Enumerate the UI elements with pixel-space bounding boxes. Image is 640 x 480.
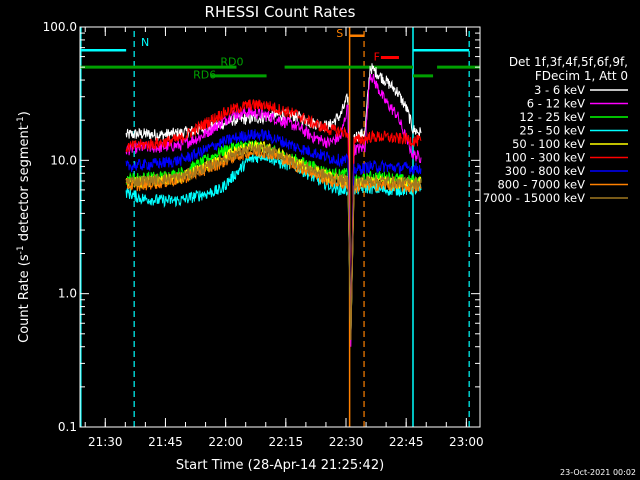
legend-label: 25 - 50 keV	[519, 124, 585, 138]
series-line-0	[125, 63, 422, 340]
annotation-rd6: RD6	[193, 69, 216, 82]
x-tick-label: 22:45	[389, 435, 424, 449]
x-tick-label: 21:45	[148, 435, 183, 449]
annotation-f: F	[374, 51, 380, 64]
y-tick-label: 0.1	[58, 420, 77, 434]
x-tick-label: 23:00	[449, 435, 484, 449]
legend-label: 12 - 25 keV	[519, 110, 585, 124]
legend-header-2: FDecim 1, Att 0	[535, 69, 628, 83]
series-line-5	[125, 99, 422, 340]
y-tick-label: 1.0	[58, 287, 77, 301]
y-axis-label-end: )	[17, 111, 32, 116]
annotation-n: N	[141, 36, 149, 49]
y-tick-label: 10.0	[50, 153, 77, 167]
legend-header-1: Det 1f,3f,4f,5f,6f,9f,	[509, 55, 628, 69]
annotation-rd0: RD0	[220, 55, 243, 68]
x-axis: 21:30 21:45 22:00 22:15 22:30 22:45 23:00	[84, 27, 484, 449]
legend-label: 50 - 100 keV	[512, 137, 585, 151]
plot-frame	[79, 26, 481, 428]
legend: Det 1f,3f,4f,5f,6f,9f, FDecim 1, Att 0 3…	[483, 55, 628, 205]
generation-date: 23-Oct-2021 00:02	[560, 468, 636, 477]
series-lines	[125, 63, 422, 347]
y-axis-label-sup2: -1	[16, 116, 26, 125]
x-tick-label: 22:00	[208, 435, 243, 449]
x-tick-label: 22:15	[269, 435, 304, 449]
x-tick-label: 21:30	[88, 435, 123, 449]
y-axis-label-main: Count Rate (s	[17, 254, 32, 343]
x-axis-label: Start Time (28-Apr-14 21:25:42)	[176, 458, 384, 473]
chart-title: RHESSI Count Rates	[205, 3, 356, 21]
legend-label: 3 - 6 keV	[534, 83, 585, 97]
legend-label: 800 - 7000 keV	[497, 178, 585, 192]
series-line-1	[125, 73, 422, 347]
x-tick-label: 22:30	[329, 435, 364, 449]
y-axis-label-mid: detector segment	[17, 125, 32, 245]
y-axis: 0.1 1.0 10.0 100.0	[43, 20, 480, 434]
legend-label: 100 - 300 keV	[505, 151, 585, 165]
series-line-6	[125, 128, 422, 340]
legend-label: 300 - 800 keV	[505, 164, 585, 178]
legend-label: 7000 - 15000 keV	[483, 191, 585, 205]
orbit-markers: N S F RD0 RD6	[80, 27, 480, 427]
y-tick-label: 100.0	[43, 20, 77, 34]
series-line-8	[125, 143, 422, 340]
annotation-s: S	[336, 27, 343, 40]
y-axis-label: Count Rate (s-1 detector segment-1)	[16, 111, 32, 343]
y-axis-label-sup1: -1	[16, 245, 26, 254]
legend-label: 6 - 12 keV	[527, 97, 585, 111]
